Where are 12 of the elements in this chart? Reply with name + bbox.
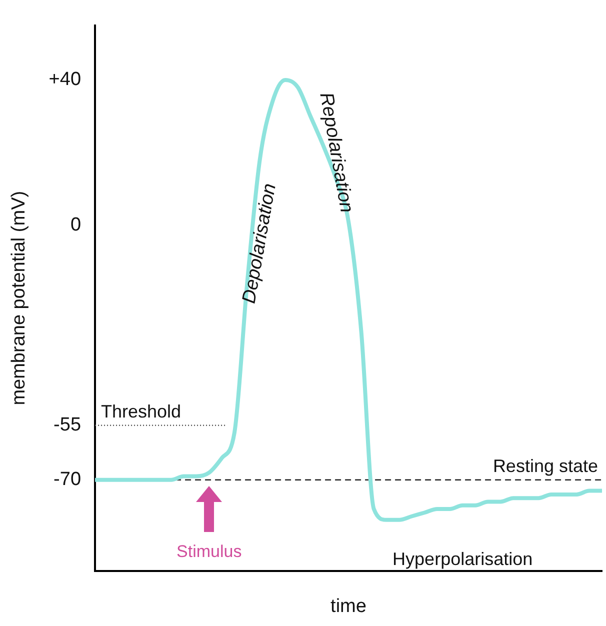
annotation: Stimulus <box>176 542 242 561</box>
y-tick-label: -70 <box>54 469 82 490</box>
y-axis-title: membrane potential (mV) <box>8 190 30 406</box>
annotation: Hyperpolarisation <box>392 548 533 569</box>
y-tick-label: +40 <box>48 69 82 90</box>
ref-line-label: Resting state <box>492 456 598 476</box>
x-axis-title: time <box>330 596 366 617</box>
y-tick-label: 0 <box>70 214 82 236</box>
y-tick-label: -55 <box>54 414 82 436</box>
line-series <box>93 78 604 522</box>
ref-line-label: Threshold <box>101 401 182 422</box>
annotation: Repolarisation <box>315 90 357 214</box>
